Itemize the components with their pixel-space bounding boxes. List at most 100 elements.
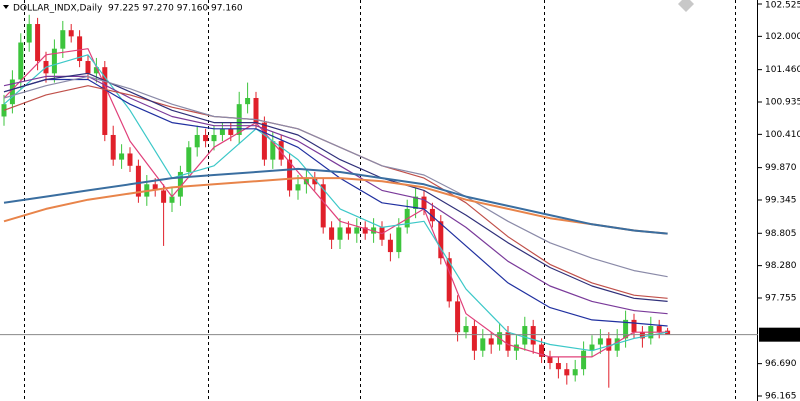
candle-body	[362, 227, 368, 234]
candle-body	[623, 319, 629, 339]
candle-body	[564, 369, 570, 376]
candle-body	[446, 258, 452, 302]
candle-body	[614, 338, 620, 351]
candle-body	[455, 301, 461, 333]
candle-body	[295, 184, 301, 191]
moving-average	[3, 48, 668, 358]
candle-body	[161, 190, 167, 203]
candle-body	[572, 369, 578, 376]
candle-body	[169, 196, 175, 203]
y-tick-label: 98.280	[765, 261, 797, 271]
candle-body	[320, 184, 326, 228]
candle-body	[589, 344, 595, 351]
y-tick-label: 100.410	[765, 130, 800, 140]
candle-body	[539, 344, 545, 357]
candle-body	[329, 227, 335, 240]
candle-body	[68, 30, 74, 37]
candle-body	[77, 36, 83, 62]
candle-body	[547, 356, 553, 364]
y-tick-label: 96.690	[765, 359, 797, 369]
chart-title: DOLLAR_INDX,Daily	[13, 4, 103, 14]
candle-body	[513, 344, 519, 351]
candle-body	[270, 141, 276, 160]
candle-body	[152, 184, 158, 191]
y-tick-label: 98.805	[765, 229, 797, 239]
candle-body	[597, 338, 603, 345]
candle-body	[639, 332, 645, 339]
candle-body	[219, 128, 225, 135]
candle-body	[581, 350, 587, 370]
candle-body	[18, 42, 24, 80]
candle-body	[60, 30, 66, 49]
candle-body	[421, 196, 427, 209]
candle-body	[337, 227, 343, 240]
candle-body	[354, 227, 360, 234]
candle-body	[135, 165, 141, 197]
candle-body	[35, 24, 41, 62]
candle-body	[387, 239, 393, 253]
current-price-box	[759, 327, 800, 342]
y-tick-label: 97.755	[765, 294, 797, 304]
candle-body	[480, 338, 486, 351]
candle-body	[177, 171, 183, 197]
menu-triangle	[3, 5, 9, 9]
candle-body	[51, 48, 57, 74]
moving-average	[3, 75, 668, 278]
candle-body	[245, 97, 251, 105]
candle-body	[312, 178, 318, 185]
candle-body	[211, 134, 217, 142]
candle-body	[236, 104, 242, 135]
current-price-label: 97.160	[765, 330, 797, 340]
y-tick-label: 100.935	[765, 98, 800, 108]
candle-body	[119, 153, 125, 160]
candle-body	[522, 326, 528, 345]
candle-body	[413, 196, 419, 209]
candle-body	[631, 319, 637, 333]
candle-body	[26, 24, 32, 43]
candle-body	[110, 134, 116, 160]
shift-marker	[678, 0, 694, 12]
candle-body	[429, 208, 435, 222]
quote: 97.225 97.270 97.160 97.160	[108, 4, 243, 14]
candle-body	[194, 134, 200, 148]
candle-body	[396, 227, 402, 253]
candle-body	[463, 326, 469, 333]
y-tick-label: 99.870	[765, 163, 797, 173]
candle-body	[371, 227, 377, 234]
candle-body	[186, 147, 192, 172]
moving-average	[3, 72, 668, 302]
candle-body	[261, 122, 267, 160]
candle-body	[530, 326, 536, 345]
candle-body	[93, 67, 99, 74]
y-tick-label: 101.460	[765, 65, 800, 75]
candle-body	[287, 159, 293, 191]
candle-body	[1, 104, 7, 117]
candle-body	[253, 97, 259, 123]
candle-body	[505, 332, 511, 351]
candle-body	[345, 227, 351, 234]
plot	[1, 14, 671, 388]
y-tick-label: 102.525	[765, 1, 800, 11]
y-tick-label: 102.000	[765, 32, 800, 42]
candle-body	[85, 61, 91, 74]
y-tick-label: 96.165	[765, 392, 797, 401]
candle-body	[606, 338, 612, 351]
candle-body	[127, 153, 133, 166]
y-tick-label: 99.345	[765, 196, 797, 206]
candle-body	[656, 326, 662, 333]
candle-body	[203, 134, 209, 142]
candle-body	[488, 338, 494, 345]
candle-body	[102, 67, 108, 135]
candle-body	[471, 326, 477, 351]
candle-body	[438, 221, 444, 259]
candle-body	[228, 128, 234, 135]
candle-body	[278, 141, 284, 160]
candle-body	[9, 79, 15, 105]
moving-average	[3, 75, 668, 315]
moving-average	[3, 177, 668, 235]
candle-body	[555, 363, 561, 370]
moving-average	[3, 167, 668, 235]
